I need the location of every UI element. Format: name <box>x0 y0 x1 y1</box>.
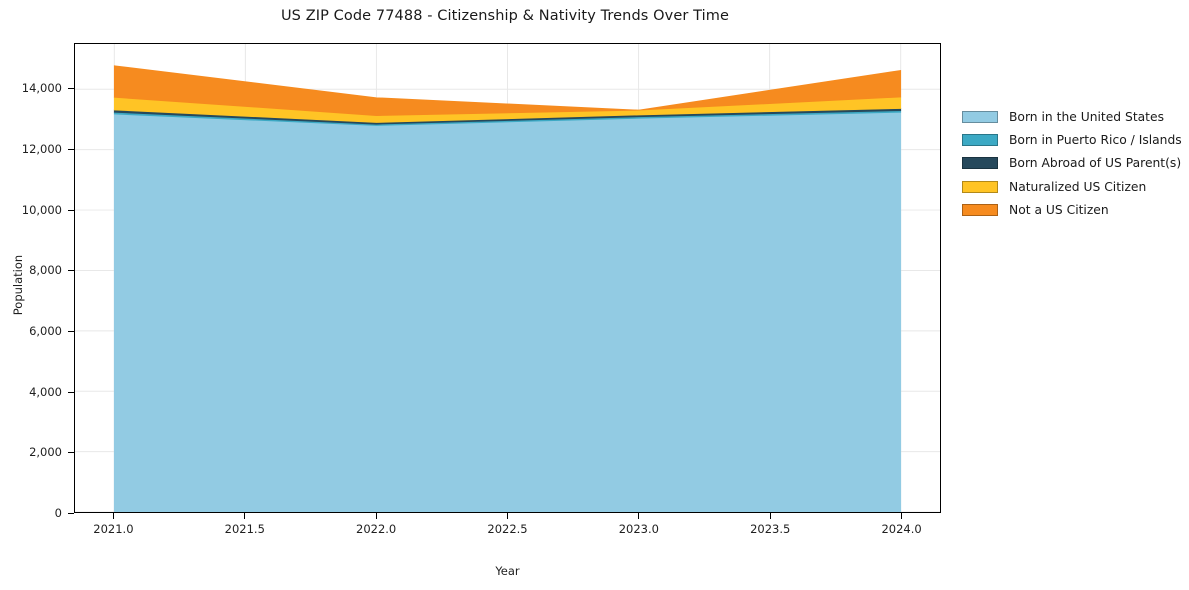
x-tick-label: 2022.0 <box>356 522 397 536</box>
legend-item-label: Not a US Citizen <box>1009 203 1109 218</box>
legend-item-label: Born in Puerto Rico / Islands <box>1009 133 1182 148</box>
x-tick-label: 2023.5 <box>750 522 791 536</box>
y-tick-label: 6,000 <box>29 324 62 339</box>
y-tick-mark <box>68 270 74 272</box>
legend-item-label: Born Abroad of US Parent(s) <box>1009 156 1182 171</box>
x-tick-mark <box>638 513 640 519</box>
chart-legend: Born in the United States Born in Puerto … <box>962 105 1184 222</box>
legend-item-label: Born in the United States <box>1009 109 1164 124</box>
x-tick-label: 2021.0 <box>93 522 134 536</box>
chart-title: US ZIP Code 77488 - Citizenship & Nativi… <box>280 8 730 24</box>
legend-item[interactable]: Born in Puerto Rico / Islands <box>962 128 1184 151</box>
legend-item[interactable]: Born in the United States <box>962 105 1184 128</box>
x-axis-label: Year <box>495 564 520 578</box>
legend-color-swatch <box>962 180 998 193</box>
legend-color-swatch <box>962 157 998 170</box>
y-tick-label: 10,000 <box>21 202 62 217</box>
legend-item[interactable]: Not a US Citizen <box>962 199 1184 222</box>
y-tick-mark <box>68 391 74 393</box>
y-tick-label: 4,000 <box>29 384 62 399</box>
y-tick-label: 2,000 <box>29 445 62 460</box>
stacked-area-plot <box>75 44 940 512</box>
y-tick-mark <box>68 149 74 151</box>
y-tick-mark <box>68 513 74 514</box>
legend-item-label: Naturalized US Citizen <box>1009 179 1147 194</box>
x-tick-mark <box>507 513 508 519</box>
y-tick-label: 8,000 <box>29 263 62 278</box>
x-tick-label: 2023.0 <box>618 522 659 536</box>
x-tick-label: 2022.5 <box>487 522 528 536</box>
y-tick-mark <box>68 452 74 454</box>
legend-color-swatch <box>962 134 998 147</box>
plot-area <box>74 43 941 513</box>
y-tick-mark <box>68 88 74 90</box>
x-tick-mark <box>901 513 903 519</box>
x-tick-mark <box>769 513 771 519</box>
y-tick-label: 0 <box>54 506 62 520</box>
x-tick-label: 2021.5 <box>224 522 265 536</box>
x-tick-label: 2024.0 <box>881 522 922 536</box>
legend-item[interactable]: Naturalized US Citizen <box>962 175 1184 198</box>
x-tick-mark <box>375 513 377 519</box>
legend-item[interactable]: Born Abroad of US Parent(s) <box>962 152 1184 175</box>
x-tick-mark <box>112 513 114 519</box>
y-axis-label: Population <box>11 254 25 316</box>
legend-color-swatch <box>962 110 998 123</box>
area-series <box>113 65 902 116</box>
y-tick-mark <box>68 331 74 333</box>
y-tick-label: 14,000 <box>21 81 62 96</box>
y-tick-label: 12,000 <box>21 142 62 157</box>
legend-color-swatch <box>962 204 998 217</box>
x-tick-mark <box>244 513 246 519</box>
y-tick-mark <box>68 209 74 211</box>
area-series <box>113 111 902 512</box>
